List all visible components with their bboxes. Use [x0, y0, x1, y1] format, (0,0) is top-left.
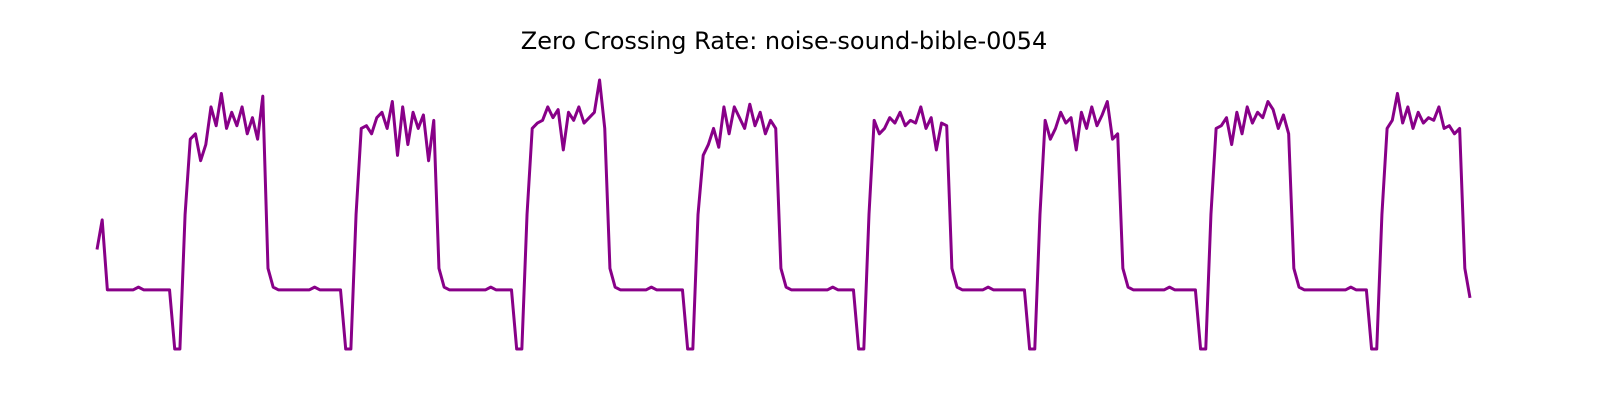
zcr-line [95, 78, 1472, 351]
chart-title: Zero Crossing Rate: noise-sound-bible-00… [521, 27, 1047, 55]
